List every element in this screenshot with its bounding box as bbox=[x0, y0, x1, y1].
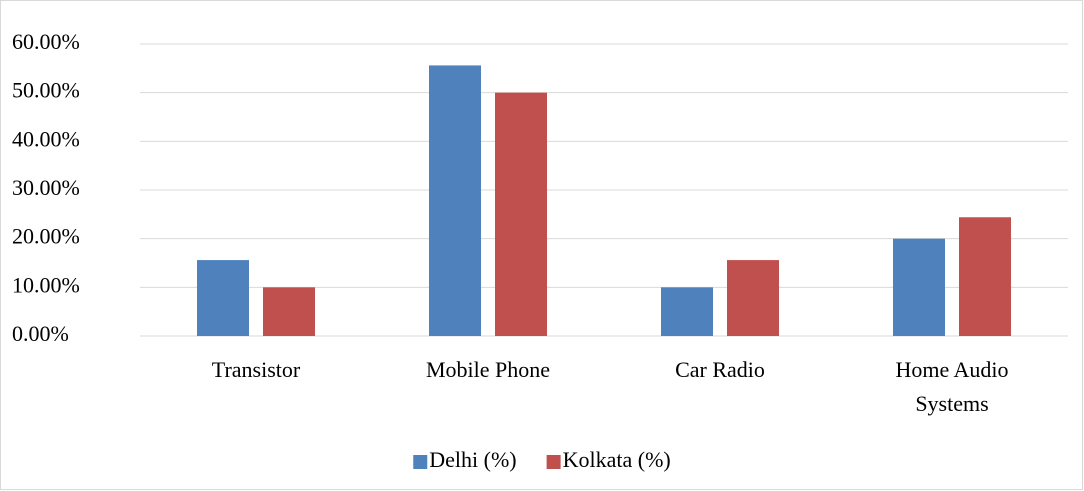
y-tick-label: 30.00% bbox=[12, 175, 80, 200]
bar bbox=[263, 287, 315, 336]
bar bbox=[661, 287, 713, 336]
y-tick-label: 10.00% bbox=[12, 272, 80, 297]
y-tick-label: 60.00% bbox=[12, 29, 80, 54]
legend-swatch bbox=[413, 455, 428, 469]
bar bbox=[429, 65, 481, 336]
bar bbox=[893, 238, 945, 336]
bar bbox=[959, 217, 1011, 336]
y-tick-label: 20.00% bbox=[12, 224, 80, 249]
y-tick-label: 50.00% bbox=[12, 78, 80, 103]
legend-label: Delhi (%) bbox=[429, 447, 516, 472]
x-tick-label: Transistor bbox=[212, 357, 301, 382]
x-tick-label: Car Radio bbox=[675, 357, 765, 382]
y-tick-label: 0.00% bbox=[12, 321, 69, 346]
legend-label: Kolkata (%) bbox=[563, 447, 671, 472]
bar bbox=[495, 92, 547, 337]
bar bbox=[727, 260, 779, 336]
x-tick-label: Home Audio Systems bbox=[895, 357, 1008, 416]
bar bbox=[197, 260, 249, 336]
x-tick-label: Mobile Phone bbox=[426, 357, 550, 382]
legend-swatch bbox=[546, 455, 561, 469]
y-tick-label: 40.00% bbox=[12, 126, 80, 151]
